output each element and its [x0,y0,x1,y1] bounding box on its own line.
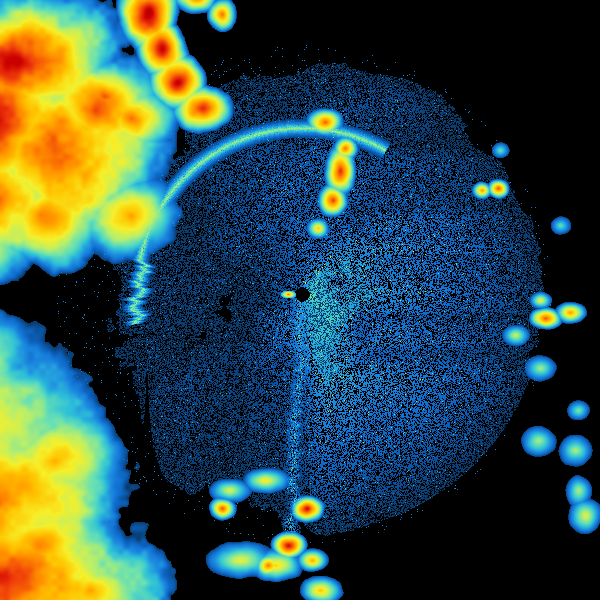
radar-reflectivity-canvas[interactable] [0,0,600,600]
radar-display[interactable] [0,0,600,600]
